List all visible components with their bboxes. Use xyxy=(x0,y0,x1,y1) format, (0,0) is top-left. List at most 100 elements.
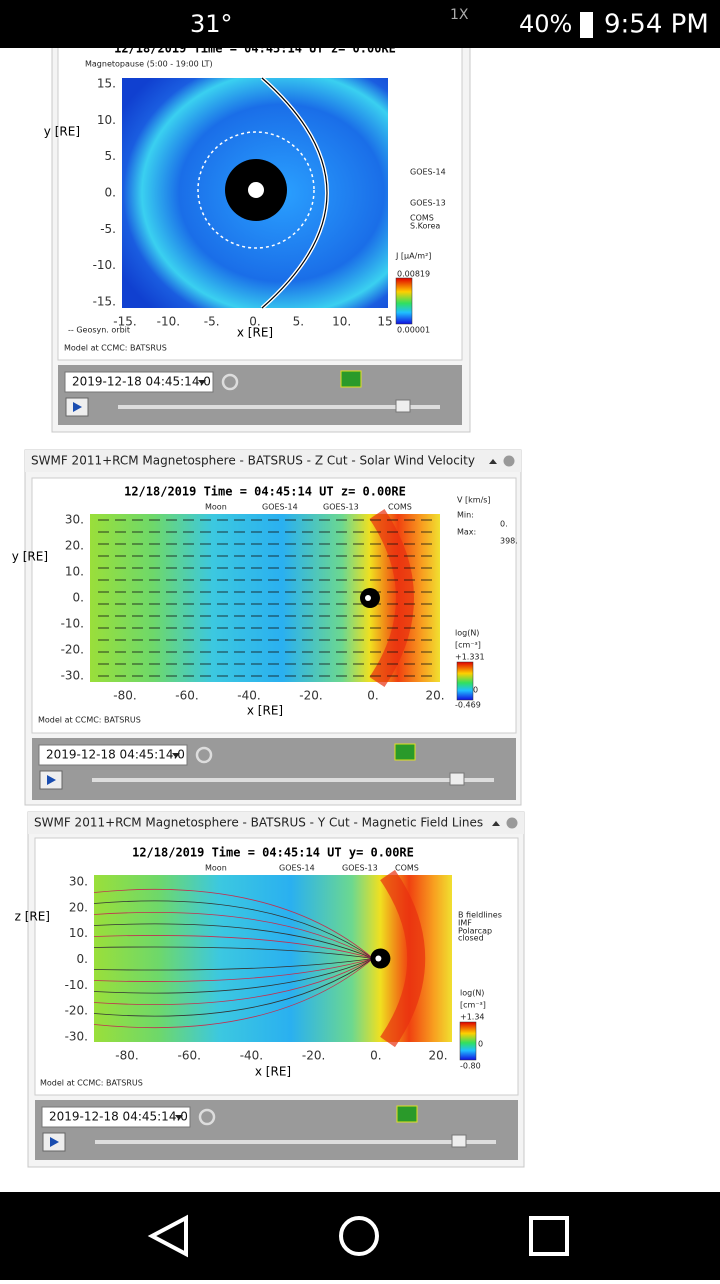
panel-title: SWMF 2011+RCM Magnetosphere - BATSRUS - … xyxy=(34,816,483,830)
y-tick-label: -10. xyxy=(61,617,84,631)
refresh-button[interactable] xyxy=(195,746,213,764)
x-tick-label: 10. xyxy=(332,315,351,329)
dropdown-arrow xyxy=(175,1115,183,1120)
y-tick-label: 15. xyxy=(97,77,116,91)
side-label: -0.80 xyxy=(460,1062,481,1071)
side-label: S.Korea xyxy=(410,222,440,231)
y-tick-label: -15. xyxy=(93,295,116,309)
side-label: -0.469 xyxy=(455,701,481,710)
field-line xyxy=(93,958,374,994)
x-tick-label: -80. xyxy=(113,689,136,703)
earth xyxy=(365,595,371,601)
panel-header xyxy=(28,812,524,834)
y-tick-label: 10. xyxy=(97,113,116,127)
panel-header xyxy=(25,450,521,472)
movie-button[interactable] xyxy=(340,370,362,388)
plot-image xyxy=(94,875,452,1042)
side-label: B fieldlines xyxy=(458,911,502,920)
x-tick-label: -60. xyxy=(175,689,198,703)
side-label: 0. xyxy=(500,520,508,529)
x-axis-label: x [RE] xyxy=(255,1065,291,1079)
side-label: [cm⁻³] xyxy=(460,1001,486,1010)
movie-button[interactable] xyxy=(394,743,416,761)
y-tick-label: 30. xyxy=(69,875,88,889)
y-tick-label: -20. xyxy=(65,1004,88,1018)
clock: 9:54 PM xyxy=(604,10,709,40)
field-line xyxy=(93,935,374,959)
date-dropdown[interactable] xyxy=(41,1106,191,1128)
legend-item: Magnetopause (5:00 - 19:00 LT) xyxy=(85,60,213,69)
play-icon xyxy=(73,402,82,412)
date-value: 2019-12-18 04:45:14.0 xyxy=(49,1110,188,1124)
collapse-button[interactable] xyxy=(492,821,500,826)
field-line xyxy=(93,911,374,959)
x-tick-label: 0. xyxy=(367,689,378,703)
x-tick-label: -40. xyxy=(240,1049,263,1063)
field-line xyxy=(93,958,374,1017)
movie-button[interactable] xyxy=(396,1105,418,1123)
x-tick-label: 20. xyxy=(425,689,444,703)
date-value: 2019-12-18 04:45:14.0 xyxy=(72,375,211,389)
legend-item: GOES-14 xyxy=(279,864,315,873)
y-tick-label: 30. xyxy=(65,513,84,527)
side-label: IMF xyxy=(458,919,472,928)
side-label: Max: xyxy=(457,528,476,537)
panel-title: SWMF 2011+RCM Magnetosphere - BATSRUS - … xyxy=(31,454,475,468)
legend-item: Moon xyxy=(205,503,227,512)
date-dropdown[interactable] xyxy=(38,744,188,766)
field-line xyxy=(93,888,374,959)
color-bar xyxy=(459,1021,477,1061)
legend-item: -- Geosyn. orbit xyxy=(68,326,130,335)
y-tick-label: -30. xyxy=(65,1030,88,1044)
y-tick-label: 0. xyxy=(105,186,116,200)
footer: Model at CCMC: BATSRUS xyxy=(64,344,167,353)
battery-icon xyxy=(580,12,593,38)
slider-thumb[interactable] xyxy=(451,1134,467,1148)
x-axis-label: x [RE] xyxy=(247,704,283,718)
navigation-bar xyxy=(0,1192,720,1280)
y-tick-label: -20. xyxy=(61,643,84,657)
recents-button[interactable] xyxy=(529,1216,569,1256)
slider-thumb[interactable] xyxy=(395,399,411,413)
bow-region xyxy=(380,869,426,1048)
x-tick-label: -10. xyxy=(157,315,180,329)
earth xyxy=(248,182,264,198)
field-line xyxy=(93,958,374,1006)
slider-thumb[interactable] xyxy=(449,772,465,786)
slider-track xyxy=(95,1140,496,1144)
close-button[interactable] xyxy=(503,455,515,467)
legend-item: GOES-13 xyxy=(342,864,378,873)
y-tick-label: 0. xyxy=(73,591,84,605)
legend-item: COMS xyxy=(388,503,412,512)
date-dropdown[interactable] xyxy=(64,371,214,393)
y-axis-label: z [RE] xyxy=(15,910,50,924)
x-tick-label: 0. xyxy=(249,315,260,329)
x-tick-label: 15 xyxy=(377,315,392,329)
side-label: +1.34 xyxy=(460,1013,485,1022)
y-tick-label: 20. xyxy=(69,900,88,914)
field-line xyxy=(93,958,374,971)
y-axis-label: y [RE] xyxy=(44,125,80,139)
collapse-button[interactable] xyxy=(489,459,497,464)
play-icon xyxy=(50,1137,59,1147)
close-button[interactable] xyxy=(506,817,518,829)
refresh-button[interactable] xyxy=(198,1108,216,1126)
side-label: V [km/s] xyxy=(457,496,491,505)
side-label: 398. xyxy=(500,537,518,546)
magnetopause-line xyxy=(261,77,328,309)
play-icon xyxy=(47,775,56,785)
home-button[interactable] xyxy=(339,1216,379,1256)
field-line xyxy=(93,923,374,959)
dropdown-arrow xyxy=(172,753,180,758)
back-button[interactable] xyxy=(147,1214,188,1258)
refresh-button[interactable] xyxy=(221,373,239,391)
y-tick-label: -5. xyxy=(100,222,116,236)
y-axis-label: y [RE] xyxy=(12,550,48,564)
y-tick-label: 10. xyxy=(69,926,88,940)
side-label: J [µA/m²] xyxy=(395,252,431,261)
x-tick-label: -40. xyxy=(237,689,260,703)
x-tick-label: -20. xyxy=(299,689,322,703)
side-label: 0 xyxy=(473,686,478,695)
y-tick-label: -10. xyxy=(65,978,88,992)
